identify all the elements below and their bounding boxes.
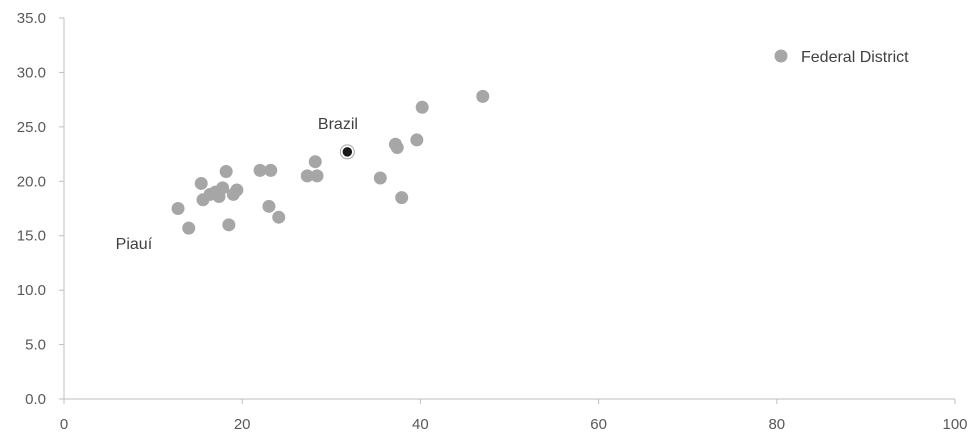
annotations: Brazil Piauí [116, 116, 358, 253]
data-point [182, 221, 196, 235]
data-point [410, 133, 424, 147]
data-point [308, 155, 322, 169]
x-tick-label: 80 [768, 416, 785, 433]
data-point [253, 163, 267, 177]
x-tick-label: 20 [234, 416, 251, 433]
annotation-brazil: Brazil [318, 116, 358, 133]
y-axis: 0.0 5.0 10.0 15.0 20.0 25.0 30.0 35.0 [17, 10, 65, 408]
x-axis: 0 20 40 60 80 100 [60, 398, 968, 433]
y-tick-label: 30.0 [17, 64, 46, 81]
y-tick-label: 0.0 [25, 391, 46, 408]
data-point [310, 169, 324, 183]
data-point [222, 218, 236, 232]
data-points [171, 89, 490, 235]
x-tick-label: 60 [590, 416, 607, 433]
data-point [194, 176, 208, 190]
legend: Federal District [774, 49, 909, 66]
legend-marker [774, 49, 788, 63]
y-tick-label: 35.0 [17, 10, 46, 27]
x-tick-label: 40 [412, 416, 429, 433]
legend-label: Federal District [801, 49, 909, 66]
data-point [219, 164, 233, 178]
data-point [300, 169, 314, 183]
y-tick-label: 25.0 [17, 119, 46, 136]
data-point [476, 89, 490, 103]
data-point [395, 191, 409, 205]
y-tick-label: 20.0 [17, 173, 46, 190]
data-point [272, 210, 286, 224]
brazil-point [341, 145, 354, 159]
data-point [262, 199, 276, 213]
data-point [171, 202, 185, 215]
annotation-piau: Piauí [116, 236, 153, 253]
data-point [216, 181, 230, 195]
y-tick-label: 15.0 [17, 228, 46, 245]
data-point [373, 171, 387, 185]
y-tick-label: 5.0 [25, 337, 46, 354]
brazil-point-ring [339, 144, 355, 160]
data-point [230, 183, 244, 197]
data-point [264, 163, 278, 177]
data-point [415, 100, 429, 114]
data-point [390, 141, 404, 155]
x-tick-label: 100 [942, 416, 967, 433]
y-tick-label: 10.0 [17, 282, 46, 299]
x-tick-label: 0 [60, 416, 68, 433]
